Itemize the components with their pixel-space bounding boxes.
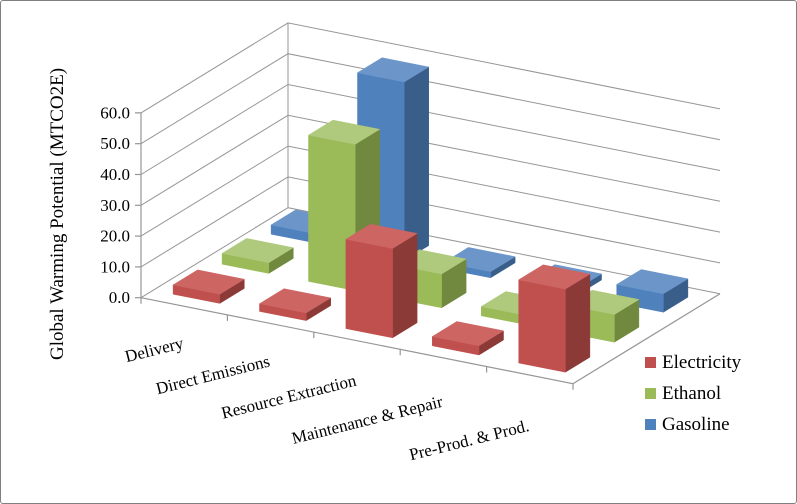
- bar-electricity-4: [431, 321, 505, 356]
- gridline-40: [140, 83, 721, 175]
- legend-item-electricity: Electricity: [645, 347, 741, 378]
- legend-item-ethanol: Ethanol: [645, 378, 741, 409]
- plot-generated-layer: 0.0 10.0 20.0 30.0 40.0 50.0 60.0 DeliveryDirec…: [100, 22, 721, 464]
- ytick-label-6: 60.0: [100, 103, 130, 122]
- ytick-label-2: 20.0: [100, 227, 130, 246]
- bar-electricity-2: [258, 288, 332, 322]
- gridline-50: [140, 53, 721, 145]
- ytick-label-1: 10.0: [100, 257, 130, 276]
- bar-face-side: [392, 233, 418, 339]
- bar-electricity-1: [172, 269, 245, 304]
- ytick-label-5: 50.0: [100, 134, 130, 153]
- bar-face-top: [356, 57, 430, 83]
- bar-face-top: [258, 288, 332, 314]
- category-label-5: Pre-Prod. & Prod.: [407, 416, 531, 464]
- bar-electricity-3: [345, 223, 418, 339]
- category-label-1: Delivery: [123, 333, 186, 366]
- bar-face-top: [307, 119, 381, 145]
- legend-swatch-ethanol: [645, 388, 656, 399]
- category-label-2: Direct Emissions: [154, 352, 272, 399]
- bar-face-top: [172, 269, 245, 295]
- legend-label-ethanol: Ethanol: [662, 383, 722, 404]
- bar-face-front: [518, 279, 566, 373]
- gridline-60: [140, 22, 721, 114]
- legend-label-gasoline: Gasoline: [662, 414, 730, 435]
- bar-face-side: [565, 273, 591, 373]
- bar-face-top: [431, 321, 505, 347]
- bar-ethanol-1: [221, 238, 294, 274]
- legend-swatch-gasoline: [645, 419, 656, 430]
- legend-item-gasoline: Gasoline: [645, 409, 741, 440]
- gridline-20: [140, 145, 721, 237]
- bar-electricity-5: [518, 264, 591, 373]
- y-axis-title: Global Warming Potential (MTCO2E): [47, 68, 68, 360]
- ytick-label-4: 40.0: [100, 165, 130, 184]
- bar-face-top: [518, 264, 591, 290]
- bar-face-top: [221, 238, 294, 263]
- legend: Electricity Ethanol Gasoline: [645, 347, 741, 440]
- bar-face-top: [345, 223, 418, 249]
- legend-label-electricity: Electricity: [662, 352, 742, 373]
- category-label-3: Resource Extraction: [219, 371, 358, 423]
- legend-swatch-electricity: [645, 357, 656, 368]
- gridline-30: [140, 114, 721, 206]
- ytick-label-0: 0.0: [109, 288, 130, 307]
- ytick-label-3: 30.0: [100, 196, 130, 215]
- bar-face-front: [345, 238, 393, 339]
- bar-face-top: [616, 269, 689, 295]
